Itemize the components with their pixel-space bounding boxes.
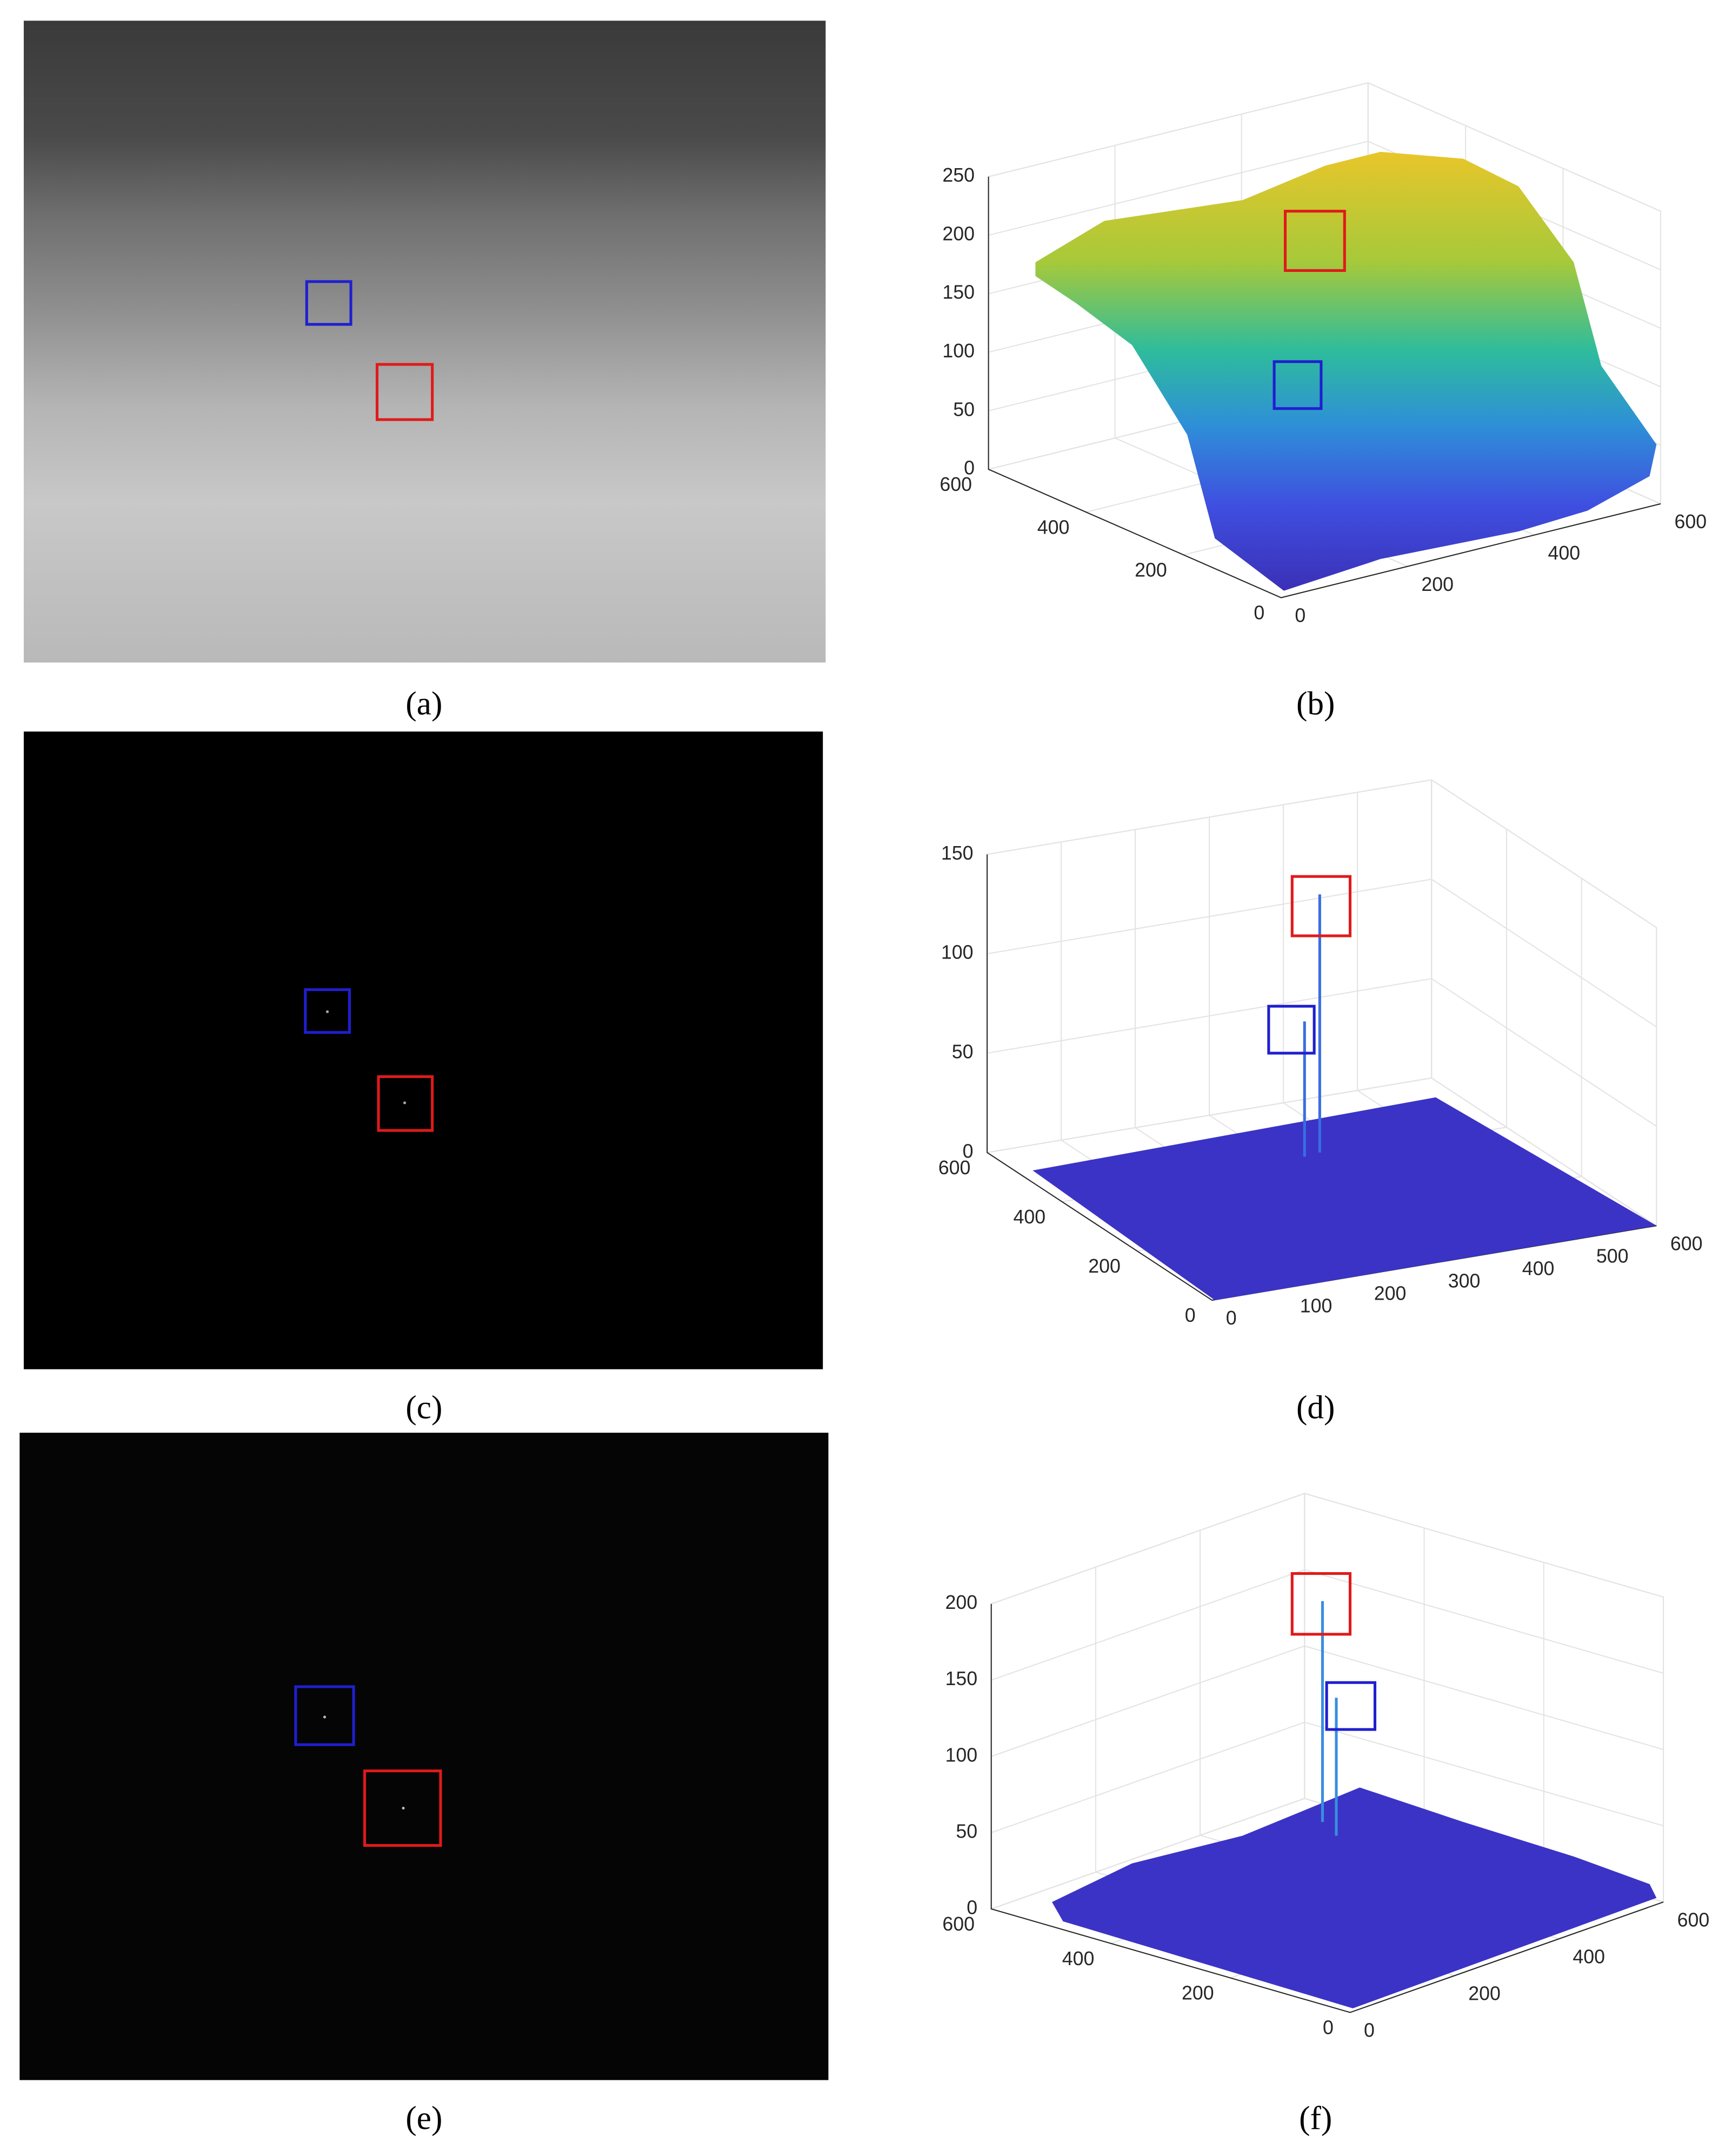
z-tick-label: 50 — [956, 1820, 977, 1842]
x-tick-label: 0 — [1226, 1307, 1237, 1329]
target — [326, 1010, 329, 1014]
x-tick-label: 600 — [1677, 1909, 1710, 1931]
y-tick-label: 400 — [1014, 1206, 1046, 1228]
z-tick-label: 100 — [945, 1744, 978, 1766]
x-tick-label: 500 — [1596, 1245, 1629, 1267]
caption: (e) — [405, 2100, 442, 2137]
axis-line — [988, 176, 1661, 598]
target-box-blue — [305, 280, 352, 326]
x-tick-label: 0 — [1295, 605, 1305, 627]
target-box-blue — [304, 988, 351, 1034]
caption: (f) — [1299, 2100, 1332, 2137]
z-tick-label: 100 — [942, 340, 975, 362]
y-tick-label: 400 — [1062, 1948, 1095, 1969]
x-tick-label: 400 — [1573, 1946, 1605, 1967]
grid-line — [1431, 1077, 1657, 1227]
z-tick-label: 250 — [942, 164, 975, 186]
target-box-blue — [1267, 1004, 1316, 1055]
y-tick-label: 600 — [940, 474, 972, 495]
image-a — [23, 21, 826, 663]
axis-line — [990, 1603, 1664, 2013]
x-tick-label: 600 — [1675, 511, 1707, 533]
y-tick-label: 400 — [1037, 516, 1070, 538]
y-tick-label: 200 — [1088, 1255, 1121, 1277]
x-tick-label: 0 — [1364, 2020, 1375, 2041]
x-tick-label: 300 — [1448, 1270, 1481, 1292]
z-tick-label: 0 — [967, 1897, 977, 1918]
y-tick-label: 0 — [1323, 2017, 1334, 2039]
y-tick-label: 600 — [942, 1913, 975, 1935]
grid-line — [991, 1798, 1305, 1909]
z-tick-label: 150 — [941, 842, 974, 864]
y-tick-label: 0 — [1185, 1305, 1196, 1326]
target — [323, 1715, 327, 1719]
x-tick-label: 100 — [1300, 1295, 1333, 1316]
y-tick-label: 200 — [1182, 1982, 1214, 2004]
target-box-red — [363, 1769, 442, 1847]
x-tick-label: 400 — [1548, 542, 1580, 564]
target-box-blue — [294, 1685, 355, 1746]
y-tick-label: 600 — [938, 1157, 971, 1179]
grid-line — [987, 978, 1657, 1127]
grid-line — [991, 1569, 1664, 1681]
x-tick-label: 600 — [1670, 1233, 1703, 1254]
target-box-red — [1290, 875, 1352, 937]
grid-line — [991, 1493, 1664, 1605]
image-c — [23, 731, 823, 1369]
grid-line — [987, 879, 1657, 1028]
x-tick-label: 200 — [1374, 1282, 1407, 1304]
surface — [1035, 151, 1657, 591]
target-box-red — [1283, 210, 1346, 272]
y-tick-label: 200 — [1135, 559, 1167, 581]
z-tick-label: 200 — [942, 223, 975, 244]
target-box-blue — [1325, 1681, 1377, 1731]
x-tick-label: 200 — [1421, 574, 1454, 595]
z-tick-label: 150 — [945, 1668, 978, 1689]
target — [402, 1807, 405, 1810]
image-e — [19, 1433, 829, 2080]
caption: (b) — [1296, 685, 1335, 722]
z-tick-label: 200 — [945, 1592, 978, 1613]
z-tick-label: 150 — [942, 282, 975, 303]
z-tick-label: 100 — [941, 942, 974, 963]
grid-line — [987, 779, 1657, 928]
target-box-blue — [1273, 360, 1323, 410]
surface — [1052, 1787, 1657, 2008]
z-tick-label: 0 — [964, 457, 975, 479]
z-tick-label: 50 — [953, 398, 975, 420]
target — [403, 1101, 407, 1104]
target-box-red — [1290, 1572, 1352, 1636]
z-tick-label: 50 — [952, 1041, 974, 1062]
caption: (c) — [405, 1389, 442, 1426]
z-tick-label: 0 — [963, 1140, 974, 1162]
x-tick-label: 400 — [1522, 1257, 1555, 1279]
target-box-red — [377, 1075, 434, 1132]
caption: (d) — [1296, 1389, 1335, 1426]
caption: (a) — [405, 685, 442, 722]
x-tick-label: 200 — [1468, 1983, 1501, 2005]
target-box-red — [376, 363, 434, 421]
y-tick-label: 0 — [1254, 602, 1264, 624]
surface — [1032, 1097, 1657, 1301]
